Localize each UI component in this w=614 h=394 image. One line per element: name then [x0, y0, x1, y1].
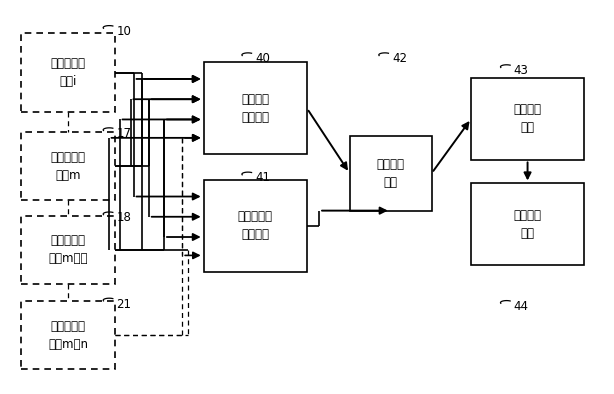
Text: 赤外線セン
サーm＋n: 赤外線セン サーm＋n — [48, 320, 88, 351]
FancyBboxPatch shape — [349, 136, 432, 211]
FancyBboxPatch shape — [21, 216, 115, 284]
FancyBboxPatch shape — [472, 78, 584, 160]
FancyBboxPatch shape — [204, 62, 307, 154]
FancyBboxPatch shape — [21, 301, 115, 369]
Text: 警報判定
手段: 警報判定 手段 — [513, 103, 542, 134]
Text: 44: 44 — [514, 300, 529, 313]
Text: 43: 43 — [514, 64, 529, 77]
FancyBboxPatch shape — [21, 33, 115, 112]
Text: 10: 10 — [117, 25, 131, 38]
Text: 21: 21 — [117, 297, 131, 310]
Text: ピーク値
算出手段: ピーク値 算出手段 — [241, 93, 270, 124]
FancyBboxPatch shape — [204, 180, 307, 272]
Text: 18: 18 — [117, 211, 131, 224]
Text: 赤外線セン
サーm: 赤外線セン サーm — [51, 151, 86, 182]
Text: 42: 42 — [392, 52, 407, 65]
Text: 基準出力値
算出手段: 基準出力値 算出手段 — [238, 210, 273, 242]
FancyBboxPatch shape — [472, 183, 584, 265]
Text: 警報表示
手段: 警報表示 手段 — [513, 209, 542, 240]
Text: 赤外線セン
サーm＋１: 赤外線セン サーm＋１ — [49, 234, 88, 265]
Text: 加重加算
手段: 加重加算 手段 — [376, 158, 405, 189]
Text: 赤外線セン
サーi: 赤外線セン サーi — [51, 57, 86, 88]
Text: 17: 17 — [117, 127, 131, 140]
Text: 40: 40 — [255, 52, 270, 65]
Text: 41: 41 — [255, 171, 270, 184]
FancyBboxPatch shape — [21, 132, 115, 201]
